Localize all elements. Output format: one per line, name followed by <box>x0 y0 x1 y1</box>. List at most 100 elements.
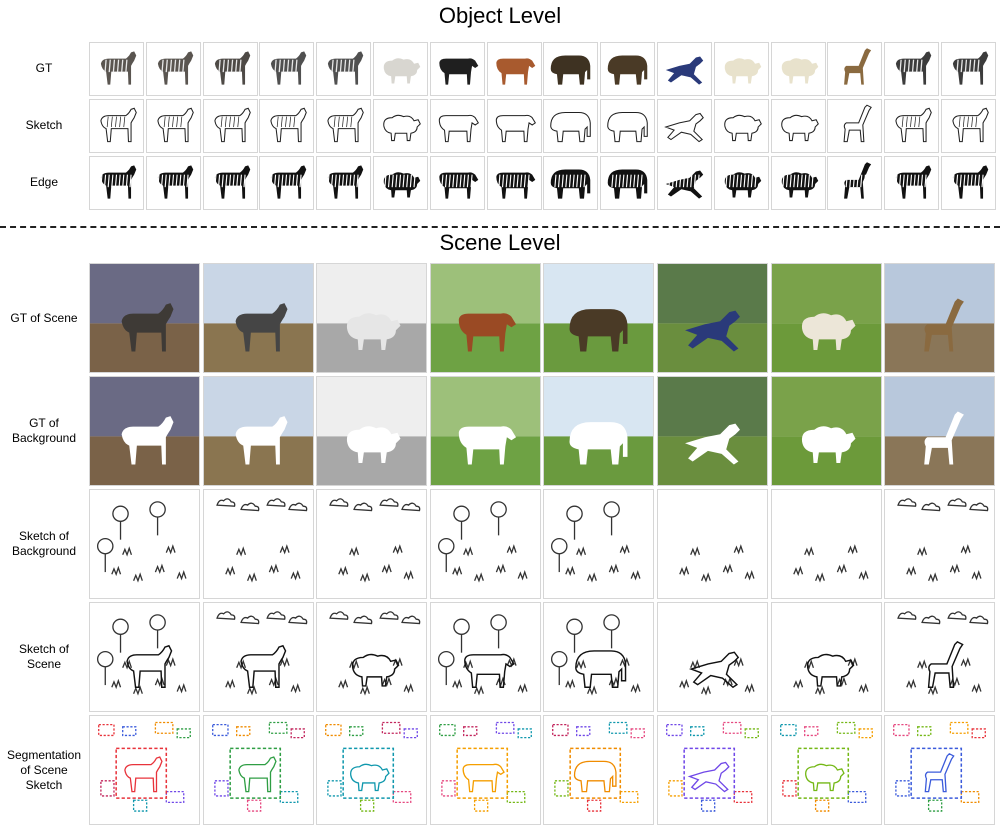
segment-box <box>803 726 819 737</box>
scene-sky <box>658 264 767 324</box>
zebra-figure <box>895 107 933 143</box>
sheep-figure <box>383 172 421 198</box>
segment-box <box>620 790 639 804</box>
scene-cell-gt_scene <box>657 263 768 373</box>
object-cell-sketch <box>827 99 883 153</box>
sheep-figure <box>781 172 818 198</box>
scene-cell-sketch_scene <box>429 602 541 712</box>
object-cell-gt <box>941 42 996 96</box>
scene-cell-segmentation <box>89 715 200 825</box>
object-cell-edge <box>373 156 428 210</box>
segment-box <box>268 721 288 734</box>
sheep-figure <box>383 114 421 142</box>
sheep-figure <box>780 114 819 142</box>
scene-sky <box>771 264 881 324</box>
cow-segment <box>462 763 505 793</box>
cow-sketch <box>463 653 515 688</box>
scene-cell-gt_background <box>543 376 655 486</box>
scene-cell-segmentation <box>316 715 428 825</box>
segment-box <box>98 723 115 737</box>
segment-box <box>506 790 526 804</box>
giraffe-figure <box>838 162 872 199</box>
zebra-figure <box>100 107 137 143</box>
scene-sky <box>203 377 313 437</box>
zebra-figure <box>270 165 307 199</box>
segment-box <box>587 799 602 812</box>
segment-box <box>290 728 305 739</box>
object-cell-gt <box>827 42 883 96</box>
zebra-figure <box>895 165 932 199</box>
segment-box <box>462 726 478 737</box>
sheep-sketch <box>806 653 855 687</box>
scene-cell-sketch_scene <box>316 602 428 712</box>
row-label-gt: GT <box>35 61 53 75</box>
background-sketch-icons <box>437 501 528 583</box>
object-cell-edge <box>543 156 599 210</box>
segment-box <box>360 799 375 812</box>
segment-box <box>971 728 987 739</box>
segment-box <box>949 721 969 734</box>
dog-segment <box>687 761 730 793</box>
dog-figure <box>658 43 711 95</box>
scene-sky <box>317 377 427 437</box>
object-cell-sketch <box>429 99 485 153</box>
row-label-edge: Edge <box>29 175 59 189</box>
scene-cell-sketch_background <box>884 489 996 599</box>
giraffe-segment <box>924 753 955 793</box>
object-cell-edge <box>145 156 201 210</box>
scene-cell-sketch_background <box>202 489 314 599</box>
object-cell-edge <box>770 156 826 210</box>
background-sketch-icons <box>679 544 755 583</box>
section-divider <box>0 226 1000 228</box>
elephant-figure <box>607 111 648 143</box>
object-cell-gt <box>202 42 258 96</box>
scene-sky <box>317 264 427 324</box>
object-cell-sketch <box>884 99 940 153</box>
object-cell-sketch <box>713 99 769 153</box>
scene-cell-sketch_scene <box>89 602 200 712</box>
elephant-figure <box>544 43 597 95</box>
zebra-figure <box>157 165 194 199</box>
segment-box <box>349 726 364 737</box>
scene-sky <box>771 377 881 437</box>
zebra-sketch <box>239 644 286 688</box>
segment-box <box>115 747 168 799</box>
segment-box <box>213 780 229 797</box>
segment-box <box>733 790 753 804</box>
object-level-title: Object Level <box>438 3 562 28</box>
scene-cell-gt_scene <box>429 263 541 373</box>
scene-sky <box>203 264 313 324</box>
segment-box <box>154 721 174 734</box>
elephant-figure <box>601 43 654 95</box>
scene-cell-segmentation <box>543 715 655 825</box>
background-sketch-icons <box>215 611 307 696</box>
sheep-figure <box>347 426 401 463</box>
object-cell-edge <box>657 156 712 210</box>
segment-box <box>517 728 532 739</box>
segment-box <box>744 728 759 739</box>
object-cell-gt <box>713 42 769 96</box>
segment-box <box>554 780 570 797</box>
segment-box <box>495 721 515 734</box>
scene-cell-sketch_scene <box>543 602 655 712</box>
object-cell-gt <box>543 42 599 96</box>
background-sketch-icons <box>215 498 307 583</box>
segment-box <box>235 726 251 737</box>
object-cell-gt <box>89 42 144 96</box>
zebra-figure <box>952 165 989 199</box>
row-label-gt_background: GT of Background <box>11 416 77 445</box>
cow-figure <box>438 114 479 143</box>
zebra-figure <box>213 165 250 199</box>
scene-cell-segmentation <box>657 715 768 825</box>
sheep-figure <box>724 114 762 142</box>
dog-figure <box>685 310 740 352</box>
object-cell-gt <box>429 42 485 96</box>
zebra-figure <box>204 43 257 95</box>
object-cell-sketch <box>600 99 656 153</box>
zebra-figure <box>235 416 288 465</box>
sheep-sketch <box>352 653 400 687</box>
dog-figure <box>685 423 740 465</box>
zebra-figure <box>100 165 137 199</box>
scene-cell-gt_scene <box>770 263 882 373</box>
zebra-figure <box>121 416 174 465</box>
